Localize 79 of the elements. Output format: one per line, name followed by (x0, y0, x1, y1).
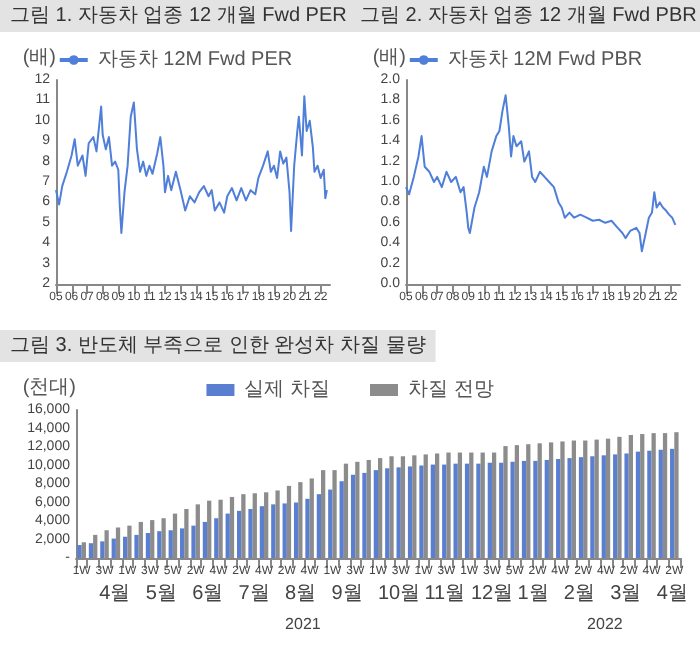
bar (533, 460, 538, 558)
line-series (55, 95, 328, 234)
text: 2021 (285, 615, 322, 633)
bar (635, 451, 641, 558)
bar (544, 459, 549, 558)
bar (590, 456, 595, 558)
bar (248, 508, 253, 558)
line-series (405, 94, 677, 253)
chart-title: 그림 2. 자동차 업종 12 개월 Fwd PBR (360, 5, 697, 27)
text: 10월 (378, 583, 421, 605)
bar (419, 465, 424, 558)
text: 4월 (656, 583, 688, 605)
chart-title: 그림 3. 반도체 부족으로 인한 완성차 차질 물량 (10, 335, 426, 357)
bar (339, 481, 344, 558)
chart-title: 그림 1. 자동차 업종 12 개월 Fwd PER (10, 5, 347, 27)
y-axis-title: (천대) (22, 377, 76, 399)
legend-label: 자동차 12M Fwd PBR (447, 49, 643, 71)
bar (168, 530, 173, 558)
bar (396, 467, 401, 558)
bar (236, 510, 242, 558)
bar (293, 502, 299, 558)
bar (282, 503, 287, 558)
bar (464, 463, 470, 558)
bar (442, 464, 447, 558)
bar (430, 464, 435, 558)
bar (453, 463, 458, 558)
bar (476, 463, 481, 558)
bar (179, 528, 185, 558)
bar (521, 460, 527, 558)
text: 6월 (192, 583, 224, 605)
bar (305, 498, 310, 558)
bar (578, 457, 584, 558)
bar (259, 506, 265, 558)
bar (647, 450, 652, 558)
text: 1월 (517, 583, 549, 605)
bar (567, 458, 572, 558)
text: 3월 (610, 583, 642, 605)
text: 11월 (424, 583, 466, 605)
bar (214, 518, 219, 558)
bar (202, 521, 208, 558)
bar (271, 504, 276, 558)
bar (362, 472, 367, 558)
bar (111, 538, 116, 558)
y-axis-title: (배) (22, 47, 56, 69)
bar (328, 489, 333, 558)
bar (145, 533, 151, 558)
text: 4월 (99, 583, 131, 605)
text: 12월 (470, 583, 514, 605)
bar (100, 541, 105, 558)
bar (624, 453, 629, 558)
bar (407, 466, 413, 558)
bar (510, 461, 515, 558)
legend-label: 자동차 12M Fwd PER (97, 49, 293, 71)
text: 2022 (587, 615, 624, 633)
text: 7월 (238, 583, 270, 605)
bar (373, 470, 378, 558)
bar (601, 455, 606, 558)
bar (658, 449, 663, 558)
bar (88, 543, 94, 558)
bar (350, 474, 356, 558)
bar (191, 525, 196, 558)
text: 5월 (145, 583, 177, 605)
bar (613, 454, 618, 558)
bar (134, 534, 139, 558)
legend-label: 실제 차질 (244, 379, 331, 401)
y-axis-title: (배) (372, 47, 406, 69)
bar (556, 459, 561, 558)
bar (123, 536, 128, 558)
bar (487, 462, 492, 558)
text: 9월 (331, 583, 363, 605)
bar (225, 513, 230, 558)
text: 2월 (563, 583, 595, 605)
bar (385, 468, 390, 558)
bar (670, 448, 675, 558)
bar (157, 531, 162, 558)
legend-label: 차질 전망 (408, 379, 494, 401)
bar (316, 494, 322, 558)
bar (499, 462, 504, 558)
text: 8월 (285, 583, 317, 605)
